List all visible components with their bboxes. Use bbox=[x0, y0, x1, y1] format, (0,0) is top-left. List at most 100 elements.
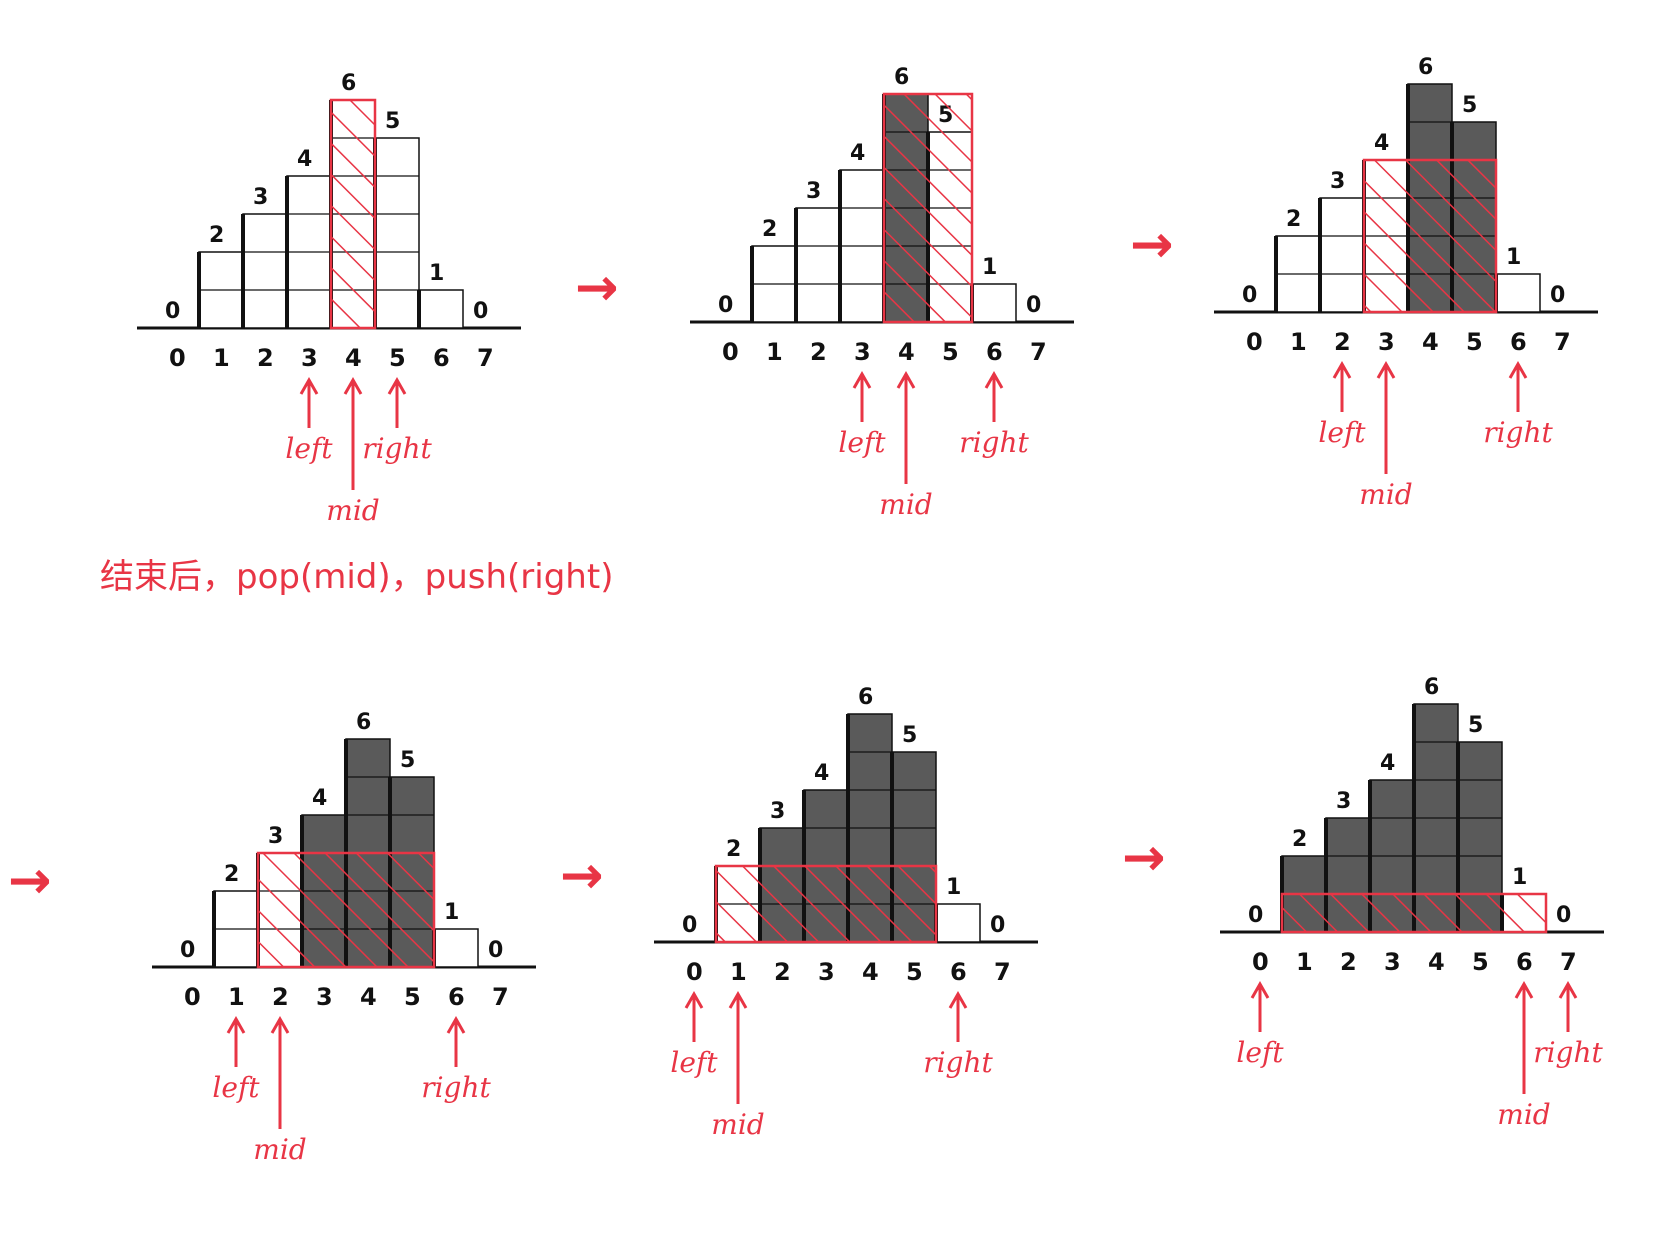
index-label-6: 6 bbox=[1510, 328, 1527, 356]
index-label-3: 3 bbox=[1378, 328, 1395, 356]
left-label: left bbox=[670, 1046, 718, 1079]
index-label-5: 5 bbox=[942, 338, 959, 366]
index-label-1: 1 bbox=[766, 338, 783, 366]
bar-2 bbox=[795, 207, 841, 323]
mid-label: mid bbox=[1359, 478, 1412, 511]
right-label: right bbox=[362, 432, 432, 465]
left-label: left bbox=[1318, 416, 1366, 449]
height-label-4: 6 bbox=[1418, 55, 1433, 80]
right-label: right bbox=[1533, 1036, 1603, 1069]
index-label-2: 2 bbox=[257, 344, 274, 372]
right-label: right bbox=[421, 1071, 491, 1104]
step-arrow-3: → bbox=[8, 851, 52, 911]
step-arrow-2: → bbox=[1130, 215, 1174, 275]
index-label-1: 1 bbox=[1296, 948, 1313, 976]
mid-label: mid bbox=[711, 1108, 764, 1141]
mid-label: mid bbox=[253, 1133, 306, 1166]
index-label-7: 7 bbox=[1554, 328, 1571, 356]
right-label: right bbox=[923, 1046, 993, 1079]
height-label-1: 2 bbox=[1286, 207, 1301, 232]
bar-2 bbox=[1319, 197, 1365, 313]
mid-label: mid bbox=[879, 488, 932, 521]
height-label-0: 0 bbox=[1248, 903, 1263, 928]
height-label-1: 2 bbox=[209, 223, 224, 248]
height-label-2: 3 bbox=[1336, 789, 1351, 814]
index-label-5: 5 bbox=[906, 958, 923, 986]
height-label-1: 2 bbox=[726, 837, 741, 862]
index-label-4: 4 bbox=[360, 983, 377, 1011]
bar-6 bbox=[418, 289, 464, 329]
index-label-4: 4 bbox=[345, 344, 362, 372]
right-label: right bbox=[959, 426, 1029, 459]
index-label-0: 0 bbox=[184, 983, 201, 1011]
index-label-2: 2 bbox=[1340, 948, 1357, 976]
height-label-1: 2 bbox=[224, 862, 239, 887]
index-label-4: 4 bbox=[1428, 948, 1445, 976]
index-label-7: 7 bbox=[994, 958, 1011, 986]
index-label-6: 6 bbox=[986, 338, 1003, 366]
height-label-1: 2 bbox=[1292, 827, 1307, 852]
step-arrow-5: → bbox=[1122, 828, 1166, 888]
index-label-7: 7 bbox=[1030, 338, 1047, 366]
height-label-3: 4 bbox=[312, 786, 327, 811]
index-label-5: 5 bbox=[1472, 948, 1489, 976]
height-label-5: 5 bbox=[1462, 93, 1477, 118]
index-label-3: 3 bbox=[854, 338, 871, 366]
height-label-4: 6 bbox=[356, 710, 371, 735]
height-label-7: 0 bbox=[1026, 293, 1041, 318]
height-label-2: 3 bbox=[268, 824, 283, 849]
height-label-0: 0 bbox=[718, 293, 733, 318]
right-arrow-head bbox=[1508, 360, 1528, 379]
height-label-7: 0 bbox=[990, 913, 1005, 938]
index-label-7: 7 bbox=[1560, 948, 1577, 976]
index-label-5: 5 bbox=[389, 344, 406, 372]
hatched-area bbox=[1362, 158, 1498, 314]
index-label-6: 6 bbox=[1516, 948, 1533, 976]
index-label-0: 0 bbox=[722, 338, 739, 366]
left-label: left bbox=[285, 432, 333, 465]
bar-6 bbox=[971, 283, 1017, 323]
index-label-6: 6 bbox=[433, 344, 450, 372]
right-arrow-head bbox=[387, 376, 407, 395]
step-arrow-1: → bbox=[575, 258, 619, 318]
height-label-4: 6 bbox=[341, 71, 356, 96]
height-label-7: 0 bbox=[1556, 903, 1571, 928]
height-label-3: 4 bbox=[1380, 751, 1395, 776]
index-label-5: 5 bbox=[1466, 328, 1483, 356]
index-label-3: 3 bbox=[1384, 948, 1401, 976]
bar-5 bbox=[374, 137, 420, 329]
mid-arrow-head bbox=[728, 990, 748, 1009]
left-label: left bbox=[838, 426, 886, 459]
bar-6 bbox=[433, 928, 479, 968]
mid-label: mid bbox=[326, 494, 379, 527]
index-label-2: 2 bbox=[774, 958, 791, 986]
index-label-0: 0 bbox=[169, 344, 186, 372]
height-label-6: 1 bbox=[982, 255, 997, 280]
height-label-6: 1 bbox=[1512, 865, 1527, 890]
height-label-7: 0 bbox=[488, 938, 503, 963]
right-arrow-head bbox=[948, 990, 968, 1009]
index-label-5: 5 bbox=[404, 983, 421, 1011]
hatched-area bbox=[1280, 892, 1548, 934]
hatched-area bbox=[256, 851, 436, 969]
index-label-1: 1 bbox=[1290, 328, 1307, 356]
hatched-area bbox=[329, 98, 377, 330]
mid-arrow-head bbox=[1514, 980, 1534, 999]
left-arrow-head bbox=[299, 376, 319, 395]
height-label-5: 5 bbox=[400, 748, 415, 773]
height-label-0: 0 bbox=[1242, 283, 1257, 308]
mid-arrow-head bbox=[896, 370, 916, 389]
left-arrow-head bbox=[684, 990, 704, 1009]
height-label-5: 5 bbox=[902, 723, 917, 748]
right-arrow-head bbox=[984, 370, 1004, 389]
index-label-1: 1 bbox=[228, 983, 245, 1011]
height-label-2: 3 bbox=[1330, 169, 1345, 194]
index-label-4: 4 bbox=[898, 338, 915, 366]
note-text: 结束后，pop(mid)，push(right) bbox=[100, 557, 613, 597]
index-label-2: 2 bbox=[810, 338, 827, 366]
